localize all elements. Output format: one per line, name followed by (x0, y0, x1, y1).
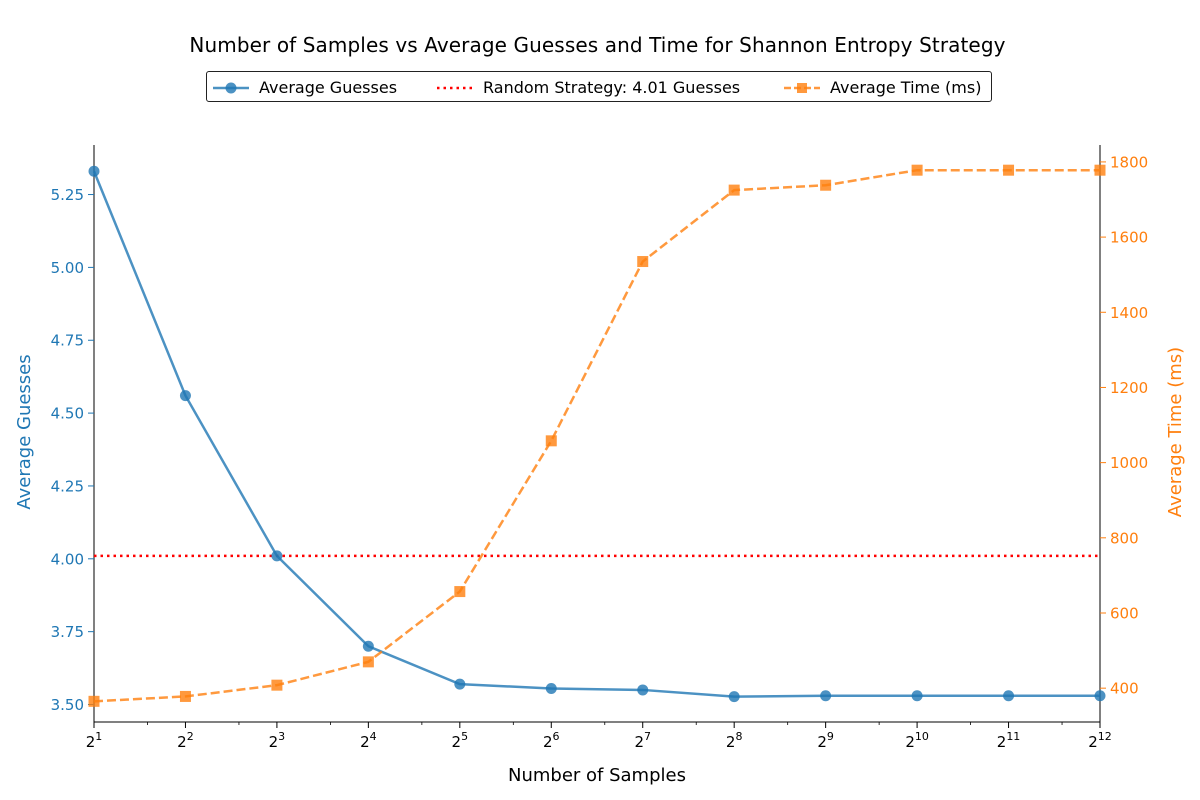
y-left-axis-ticks: 3.50 3.75 4.00 4.25 4.50 4.75 5.00 5.25 (51, 186, 94, 714)
legend-item-random-strategy: Random Strategy: 4.01 Guesses (437, 72, 740, 103)
legend-swatch-average-time (784, 82, 820, 93)
y-right-tick-label: 1600 (1110, 229, 1148, 247)
y-left-tick-label: 5.25 (51, 186, 84, 204)
x-tick-label: 21 (86, 730, 103, 751)
y-left-axis-label: Average Guesses (14, 354, 35, 509)
average-time-point (454, 586, 466, 598)
x-tick-label: 23 (269, 730, 286, 751)
y-right-axis-label: Average Time (ms) (1165, 347, 1186, 517)
legend-item-average-time: Average Time (ms) (784, 72, 981, 103)
average-time-point (88, 695, 100, 707)
average-guesses-point (88, 165, 100, 177)
average-time-point (271, 679, 283, 691)
legend: Average Guesses Random Strategy: 4.01 Gu… (206, 71, 992, 102)
average-guesses-point (1094, 690, 1106, 702)
y-left-tick-label: 4.25 (51, 477, 84, 495)
axes-spines (93, 145, 1101, 723)
average-guesses-point (1003, 690, 1015, 702)
average-guesses-point (454, 678, 466, 690)
y-left-tick-label: 5.00 (51, 259, 84, 277)
chart-title: Number of Samples vs Average Guesses and… (189, 33, 1006, 57)
x-tick-label: 25 (452, 730, 469, 751)
y-right-axis-ticks: 400 600 800 1000 1200 1400 1600 1800 (1100, 153, 1148, 698)
y-left-tick-label: 3.50 (51, 696, 84, 714)
x-axis-ticks: 21 22 23 24 25 26 27 28 29 210 211 212 (86, 722, 1112, 751)
x-tick-label: 26 (543, 730, 560, 751)
x-axis-label: Number of Samples (508, 765, 686, 786)
average-guesses-point (271, 550, 283, 562)
average-guesses-point (179, 390, 191, 402)
y-left-tick-label: 4.50 (51, 405, 84, 423)
average-time-point (362, 656, 374, 668)
y-right-tick-label: 1200 (1110, 379, 1148, 397)
y-right-tick-label: 600 (1110, 604, 1139, 622)
average-time-point (1094, 164, 1106, 176)
legend-item-average-guesses: Average Guesses (213, 72, 397, 103)
y-right-tick-label: 1800 (1110, 153, 1148, 171)
x-tick-label: 27 (634, 730, 651, 751)
legend-label-average-time: Average Time (ms) (830, 78, 982, 97)
average-time-point (820, 179, 832, 191)
average-time-line (93, 168, 1100, 703)
x-tick-label: 210 (905, 730, 929, 751)
average-guesses-point (911, 690, 923, 702)
average-guesses-point (637, 684, 649, 696)
x-tick-label: 212 (1088, 730, 1112, 751)
x-tick-label: 29 (817, 730, 834, 751)
x-tick-label: 24 (360, 730, 377, 751)
average-guesses-point (728, 691, 740, 703)
y-left-tick-label: 4.00 (51, 550, 84, 568)
x-tick-label: 28 (726, 730, 743, 751)
x-tick-label: 22 (177, 730, 194, 751)
average-guesses-point (545, 682, 557, 694)
series-layer (88, 164, 1106, 707)
y-left-tick-label: 3.75 (51, 623, 84, 641)
average-time-point (911, 164, 923, 176)
y-right-tick-label: 400 (1110, 680, 1139, 698)
y-right-tick-label: 1400 (1110, 304, 1148, 322)
average-time-point (637, 256, 649, 268)
legend-swatch-average-guesses (213, 82, 249, 93)
y-right-tick-label: 1000 (1110, 454, 1148, 472)
average-time-point (728, 184, 740, 196)
average-guesses-point (362, 640, 374, 652)
x-tick-label: 211 (997, 730, 1021, 751)
average-time-point (545, 435, 557, 447)
average-guesses-line (92, 170, 1100, 698)
average-guesses-point (820, 690, 832, 702)
legend-label-random-strategy: Random Strategy: 4.01 Guesses (483, 78, 741, 97)
average-time-point (1003, 164, 1015, 176)
legend-label-average-guesses: Average Guesses (259, 78, 398, 97)
y-right-tick-label: 800 (1110, 529, 1139, 547)
average-time-point (179, 690, 191, 702)
y-left-tick-label: 4.75 (51, 332, 84, 350)
